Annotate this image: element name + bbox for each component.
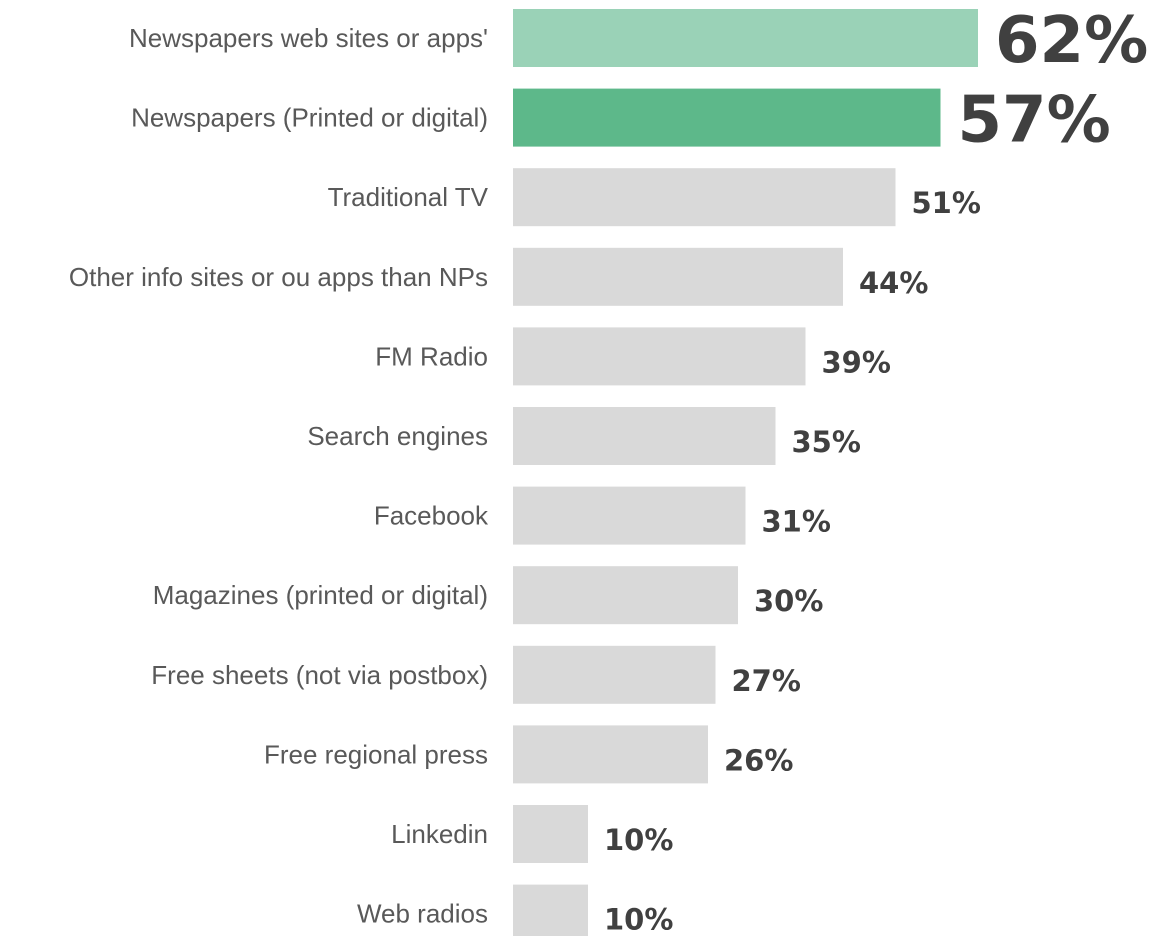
category-label-group: Newspapers web sites or apps' Newspapers … (69, 23, 489, 929)
bar (513, 566, 738, 625)
category-label: Free regional press (264, 739, 488, 769)
value-label: 39% (822, 345, 891, 379)
value-label: 62% (995, 4, 1148, 78)
bar (513, 805, 588, 863)
category-label: FM Radio (375, 341, 488, 371)
bar (513, 645, 716, 704)
value-label: 57% (958, 84, 1111, 158)
bar (513, 327, 806, 386)
category-label: Magazines (printed or digital) (153, 580, 488, 610)
category-label: Web radios (357, 899, 488, 929)
category-label: Facebook (374, 501, 489, 531)
value-label: 30% (754, 584, 823, 618)
value-label: 35% (792, 425, 861, 459)
bar-group (513, 9, 978, 936)
category-label: Newspapers web sites or apps' (129, 23, 488, 53)
value-label-group: 62%57% 51% 44% 39% 35% 31% 30% 27% 26% 10% 10% (604, 4, 1148, 936)
bar (513, 725, 708, 784)
bar (513, 88, 941, 147)
value-label: 27% (732, 664, 801, 698)
bar (513, 486, 746, 545)
bar (513, 9, 978, 67)
value-label: 31% (762, 505, 831, 539)
value-label: 10% (604, 823, 673, 857)
category-label: Traditional TV (328, 182, 489, 212)
category-label: Other info sites or ou apps than NPs (69, 262, 488, 292)
category-label: Search engines (307, 421, 488, 451)
value-label: 44% (859, 266, 928, 300)
bar (513, 247, 843, 306)
bar (513, 407, 776, 465)
bar (513, 168, 896, 227)
category-label: Newspapers (Printed or digital) (131, 103, 488, 133)
value-label: 10% (604, 903, 673, 936)
value-label: 26% (724, 743, 793, 777)
category-label: Linkedin (391, 819, 488, 849)
value-label: 51% (912, 186, 981, 220)
category-label: Free sheets (not via postbox) (151, 660, 488, 690)
bar (513, 884, 588, 936)
